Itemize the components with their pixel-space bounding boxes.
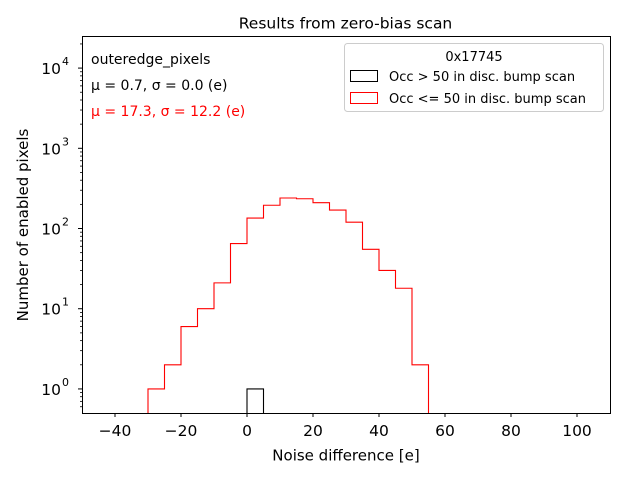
x-tick-label: 40 bbox=[369, 422, 389, 440]
y-axis-label: Number of enabled pixels bbox=[14, 128, 32, 321]
y-tick-label: 10 bbox=[41, 221, 61, 239]
y-tick-exponent: 3 bbox=[62, 135, 69, 148]
x-tick-label: 100 bbox=[562, 422, 592, 440]
legend: 0x17745 Occ > 50 in disc. bump scan Occ … bbox=[344, 43, 604, 112]
legend-title: 0x17745 bbox=[445, 50, 502, 65]
x-tick-label: 0 bbox=[242, 422, 252, 440]
chart-title: Results from zero-bias scan bbox=[239, 15, 453, 33]
legend-swatch-red bbox=[350, 92, 378, 104]
annotation-label: outeredge_pixels bbox=[91, 52, 210, 68]
x-tick-label: −40 bbox=[99, 422, 132, 440]
legend-swatch-black bbox=[350, 70, 378, 82]
histogram-series-0 bbox=[246, 388, 265, 413]
y-tick-exponent: 1 bbox=[62, 296, 69, 309]
legend-box bbox=[344, 43, 604, 112]
x-tick-label: 20 bbox=[303, 422, 323, 440]
legend-entry-black: Occ > 50 in disc. bump scan bbox=[389, 70, 575, 85]
y-tick-label: 10 bbox=[41, 140, 61, 158]
y-tick-label: 10 bbox=[41, 301, 61, 319]
plot-area bbox=[147, 197, 430, 413]
y-tick-label: 10 bbox=[41, 381, 61, 399]
y-tick-exponent: 4 bbox=[62, 55, 69, 68]
x-tick-label: 60 bbox=[435, 422, 455, 440]
legend-entry-red: Occ <= 50 in disc. bump scan bbox=[389, 92, 586, 107]
x-axis-label: Noise difference [e] bbox=[272, 447, 419, 465]
y-tick-exponent: 0 bbox=[62, 376, 69, 389]
plot-frame bbox=[82, 36, 611, 414]
x-tick-label: −20 bbox=[165, 422, 198, 440]
annotation-red-stats: μ = 17.3, σ = 12.2 (e) bbox=[91, 104, 245, 120]
annotation-black-stats: μ = 0.7, σ = 0.0 (e) bbox=[91, 78, 227, 94]
y-tick-exponent: 2 bbox=[62, 216, 69, 229]
x-axis-ticks: −40 −20 0 20 40 60 80 100 bbox=[99, 413, 592, 440]
y-tick-label: 10 bbox=[41, 60, 61, 78]
histogram-series-1 bbox=[147, 197, 430, 413]
x-tick-label: 80 bbox=[501, 422, 521, 440]
